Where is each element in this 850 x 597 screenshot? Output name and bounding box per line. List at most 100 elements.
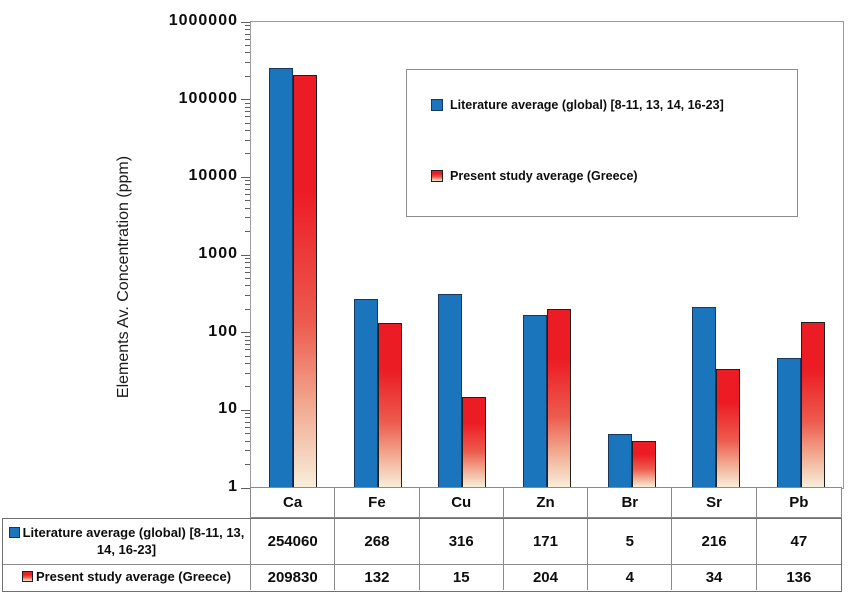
bar-cu-series0 xyxy=(438,293,463,488)
y-tick-label: 1 xyxy=(228,478,238,495)
table-cell-literature-ca: 254060 xyxy=(251,519,336,565)
y-major-tick xyxy=(241,332,250,334)
y-minor-tick xyxy=(245,231,250,233)
y-minor-tick xyxy=(245,464,250,466)
y-minor-tick xyxy=(245,372,250,374)
legend: Literature average (global) [8-11, 13, 1… xyxy=(406,69,798,217)
y-minor-tick xyxy=(245,153,250,155)
data-table: Literature average (global) [8-11, 13, 1… xyxy=(2,518,842,592)
legend-label-literature: Literature average (global) [8-11, 13, 1… xyxy=(450,98,724,112)
y-minor-tick xyxy=(245,363,250,365)
y-major-tick xyxy=(241,254,250,256)
y-minor-tick xyxy=(245,188,250,190)
y-minor-tick xyxy=(245,285,250,287)
y-minor-tick xyxy=(245,207,250,209)
y-major-tick xyxy=(241,409,250,411)
bar-sr-series1 xyxy=(716,369,741,488)
y-minor-tick xyxy=(245,33,250,35)
bar-br-series0 xyxy=(607,433,632,488)
table-cell-literature-sr: 216 xyxy=(672,519,757,565)
legend-swatch-literature xyxy=(431,99,443,111)
table-cell-present-ca: 209830 xyxy=(251,565,336,590)
y-minor-tick xyxy=(245,258,250,260)
y-minor-tick xyxy=(245,102,250,104)
y-major-tick xyxy=(241,21,250,23)
table-col-header-ca: Ca xyxy=(251,488,336,517)
legend-item-literature: Literature average (global) [8-11, 13, 1… xyxy=(431,98,724,112)
y-minor-tick xyxy=(245,116,250,118)
y-minor-tick xyxy=(245,106,250,108)
y-minor-tick xyxy=(245,122,250,124)
y-minor-tick xyxy=(245,139,250,141)
y-minor-tick xyxy=(245,344,250,346)
y-minor-tick xyxy=(245,130,250,132)
y-major-tick xyxy=(241,176,250,178)
bar-br-series1 xyxy=(631,441,656,488)
y-minor-tick xyxy=(245,38,250,40)
table-col-header-cu: Cu xyxy=(420,488,504,517)
y-minor-tick xyxy=(245,62,250,64)
y-minor-tick xyxy=(245,308,250,310)
y-minor-tick xyxy=(245,277,250,279)
y-minor-tick xyxy=(245,52,250,54)
y-minor-tick xyxy=(245,335,250,337)
table-cell-present-zn: 204 xyxy=(504,565,589,590)
table-swatch-literature xyxy=(8,526,20,538)
y-minor-tick xyxy=(245,440,250,442)
y-tick-label: 10 xyxy=(218,400,238,418)
table-cell-literature-zn: 171 xyxy=(503,519,589,565)
y-tick-label: 1000 xyxy=(198,245,238,262)
y-minor-tick xyxy=(245,295,250,297)
bar-ca-series1 xyxy=(293,74,318,488)
table-row-header-present-label: Present study average (Greece) xyxy=(35,569,232,585)
y-minor-tick xyxy=(245,433,250,435)
table-category-row: Ca Fe Cu Zn Br Sr Pb xyxy=(250,487,842,518)
y-minor-tick xyxy=(245,413,250,415)
y-minor-tick xyxy=(245,29,250,31)
y-minor-tick xyxy=(245,386,250,388)
y-major-tick xyxy=(241,99,250,101)
table-cell-present-br: 4 xyxy=(588,565,673,590)
y-minor-tick xyxy=(245,194,250,196)
y-minor-tick xyxy=(245,180,250,182)
legend-label-present: Present study average (Greece) xyxy=(450,169,638,183)
y-minor-tick xyxy=(245,450,250,452)
bar-pb-series0 xyxy=(776,358,801,488)
y-minor-tick xyxy=(245,349,250,351)
table-cell-literature-fe: 268 xyxy=(335,519,420,565)
y-minor-tick xyxy=(245,262,250,264)
y-minor-tick xyxy=(245,25,250,27)
y-minor-tick xyxy=(245,355,250,357)
y-axis-title: Elements Av. Concentration (ppm) xyxy=(115,155,132,399)
y-minor-tick xyxy=(245,266,250,268)
y-tick-label: 10000 xyxy=(188,167,238,185)
bar-pb-series1 xyxy=(800,322,825,488)
y-major-tick xyxy=(241,487,250,489)
y-minor-tick xyxy=(245,75,250,77)
table-col-header-sr: Sr xyxy=(672,488,757,517)
table-col-header-br: Br xyxy=(588,488,673,517)
bar-cu-series1 xyxy=(462,396,487,488)
bar-ca-series0 xyxy=(269,68,294,488)
table-row-header-present: Present study average (Greece) xyxy=(3,565,251,590)
bar-zn-series1 xyxy=(547,308,571,488)
y-tick-label: 1000000 xyxy=(168,12,238,29)
y-minor-tick xyxy=(245,200,250,202)
bar-fe-series1 xyxy=(377,323,402,488)
table-cell-literature-pb: 47 xyxy=(756,519,841,565)
table-cell-present-sr: 34 xyxy=(672,565,757,590)
bar-fe-series0 xyxy=(353,299,378,488)
y-minor-tick xyxy=(245,184,250,186)
table-cell-present-pb: 136 xyxy=(786,569,812,586)
y-minor-tick xyxy=(245,44,250,46)
table-cell-literature-br: 5 xyxy=(588,519,673,565)
table-col-header-fe: Fe xyxy=(335,488,420,517)
table-cell-present-fe: 132 xyxy=(335,565,420,590)
y-minor-tick xyxy=(245,427,250,429)
y-minor-tick xyxy=(245,111,250,113)
bar-zn-series0 xyxy=(523,314,547,488)
table-cell-present-cu: 15 xyxy=(420,565,504,590)
y-minor-tick xyxy=(245,217,250,219)
table-col-header-pb: Pb xyxy=(789,494,809,511)
